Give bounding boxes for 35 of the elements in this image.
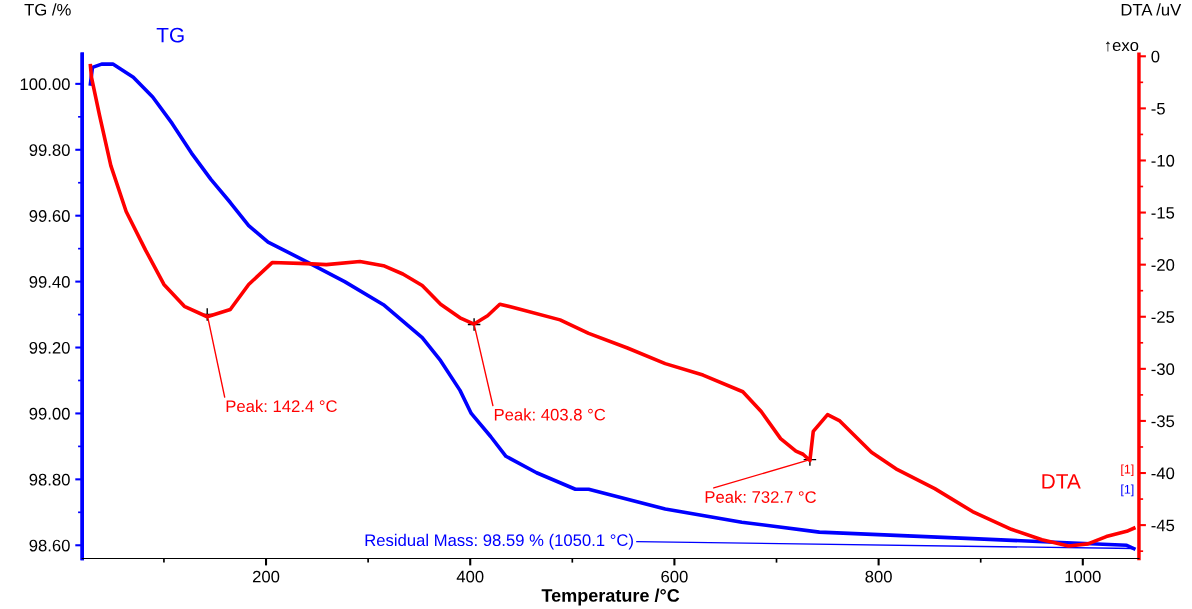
y2-tick-label: -15 [1151,207,1175,219]
y2-tick-label: -25 [1151,311,1175,323]
y-tick-label: 99.80 [29,144,70,156]
text: DTA [1042,474,1081,489]
annotation: Peak: 403.8 °C [494,408,606,421]
y2-axis-title: DTA /uV [1121,3,1182,16]
y2-tick-label: -30 [1151,363,1175,376]
annotation: [1] [1121,464,1134,477]
y2-tick-label: -20 [1151,259,1175,271]
y2-tick-label: -35 [1151,415,1175,428]
y-tick-label: 99.00 [29,407,70,420]
y-tick-label: 99.60 [29,210,70,222]
x-tick-label: 600 [661,570,688,583]
y-tick-label: 98.80 [29,473,70,486]
annotation: Residual Mass: 98.59 % (1050.1 °C) [365,533,633,550]
y2-tick-label: -45 [1151,519,1175,532]
text: ↑exo [1105,41,1139,52]
y2-tick-label: -40 [1151,467,1175,480]
annotation: [1] [1121,484,1134,497]
y-tick-label: 99.40 [29,276,70,288]
annotation: Peak: 142.4 °C [226,399,337,413]
x-tick-label: 200 [252,570,280,583]
x-tick-label: 1000 [1065,570,1101,583]
y-axis-title: TG /% [24,3,71,16]
x-axis-title: Temperature /°C [541,588,680,606]
y-tick-label: 99.20 [29,341,70,354]
y2-tick-label: -5 [1151,102,1165,115]
y-tick-label: 98.60 [29,539,70,552]
x-tick-label: 400 [456,570,484,583]
x-tick-label: 800 [865,570,892,583]
y2-tick-label: -10 [1151,154,1175,167]
y2-tick-label: 0 [1151,50,1160,63]
annotation: Peak: 732.7 °C [705,490,816,503]
y-tick-label: 100.00 [20,78,70,91]
text: TG [156,27,184,43]
